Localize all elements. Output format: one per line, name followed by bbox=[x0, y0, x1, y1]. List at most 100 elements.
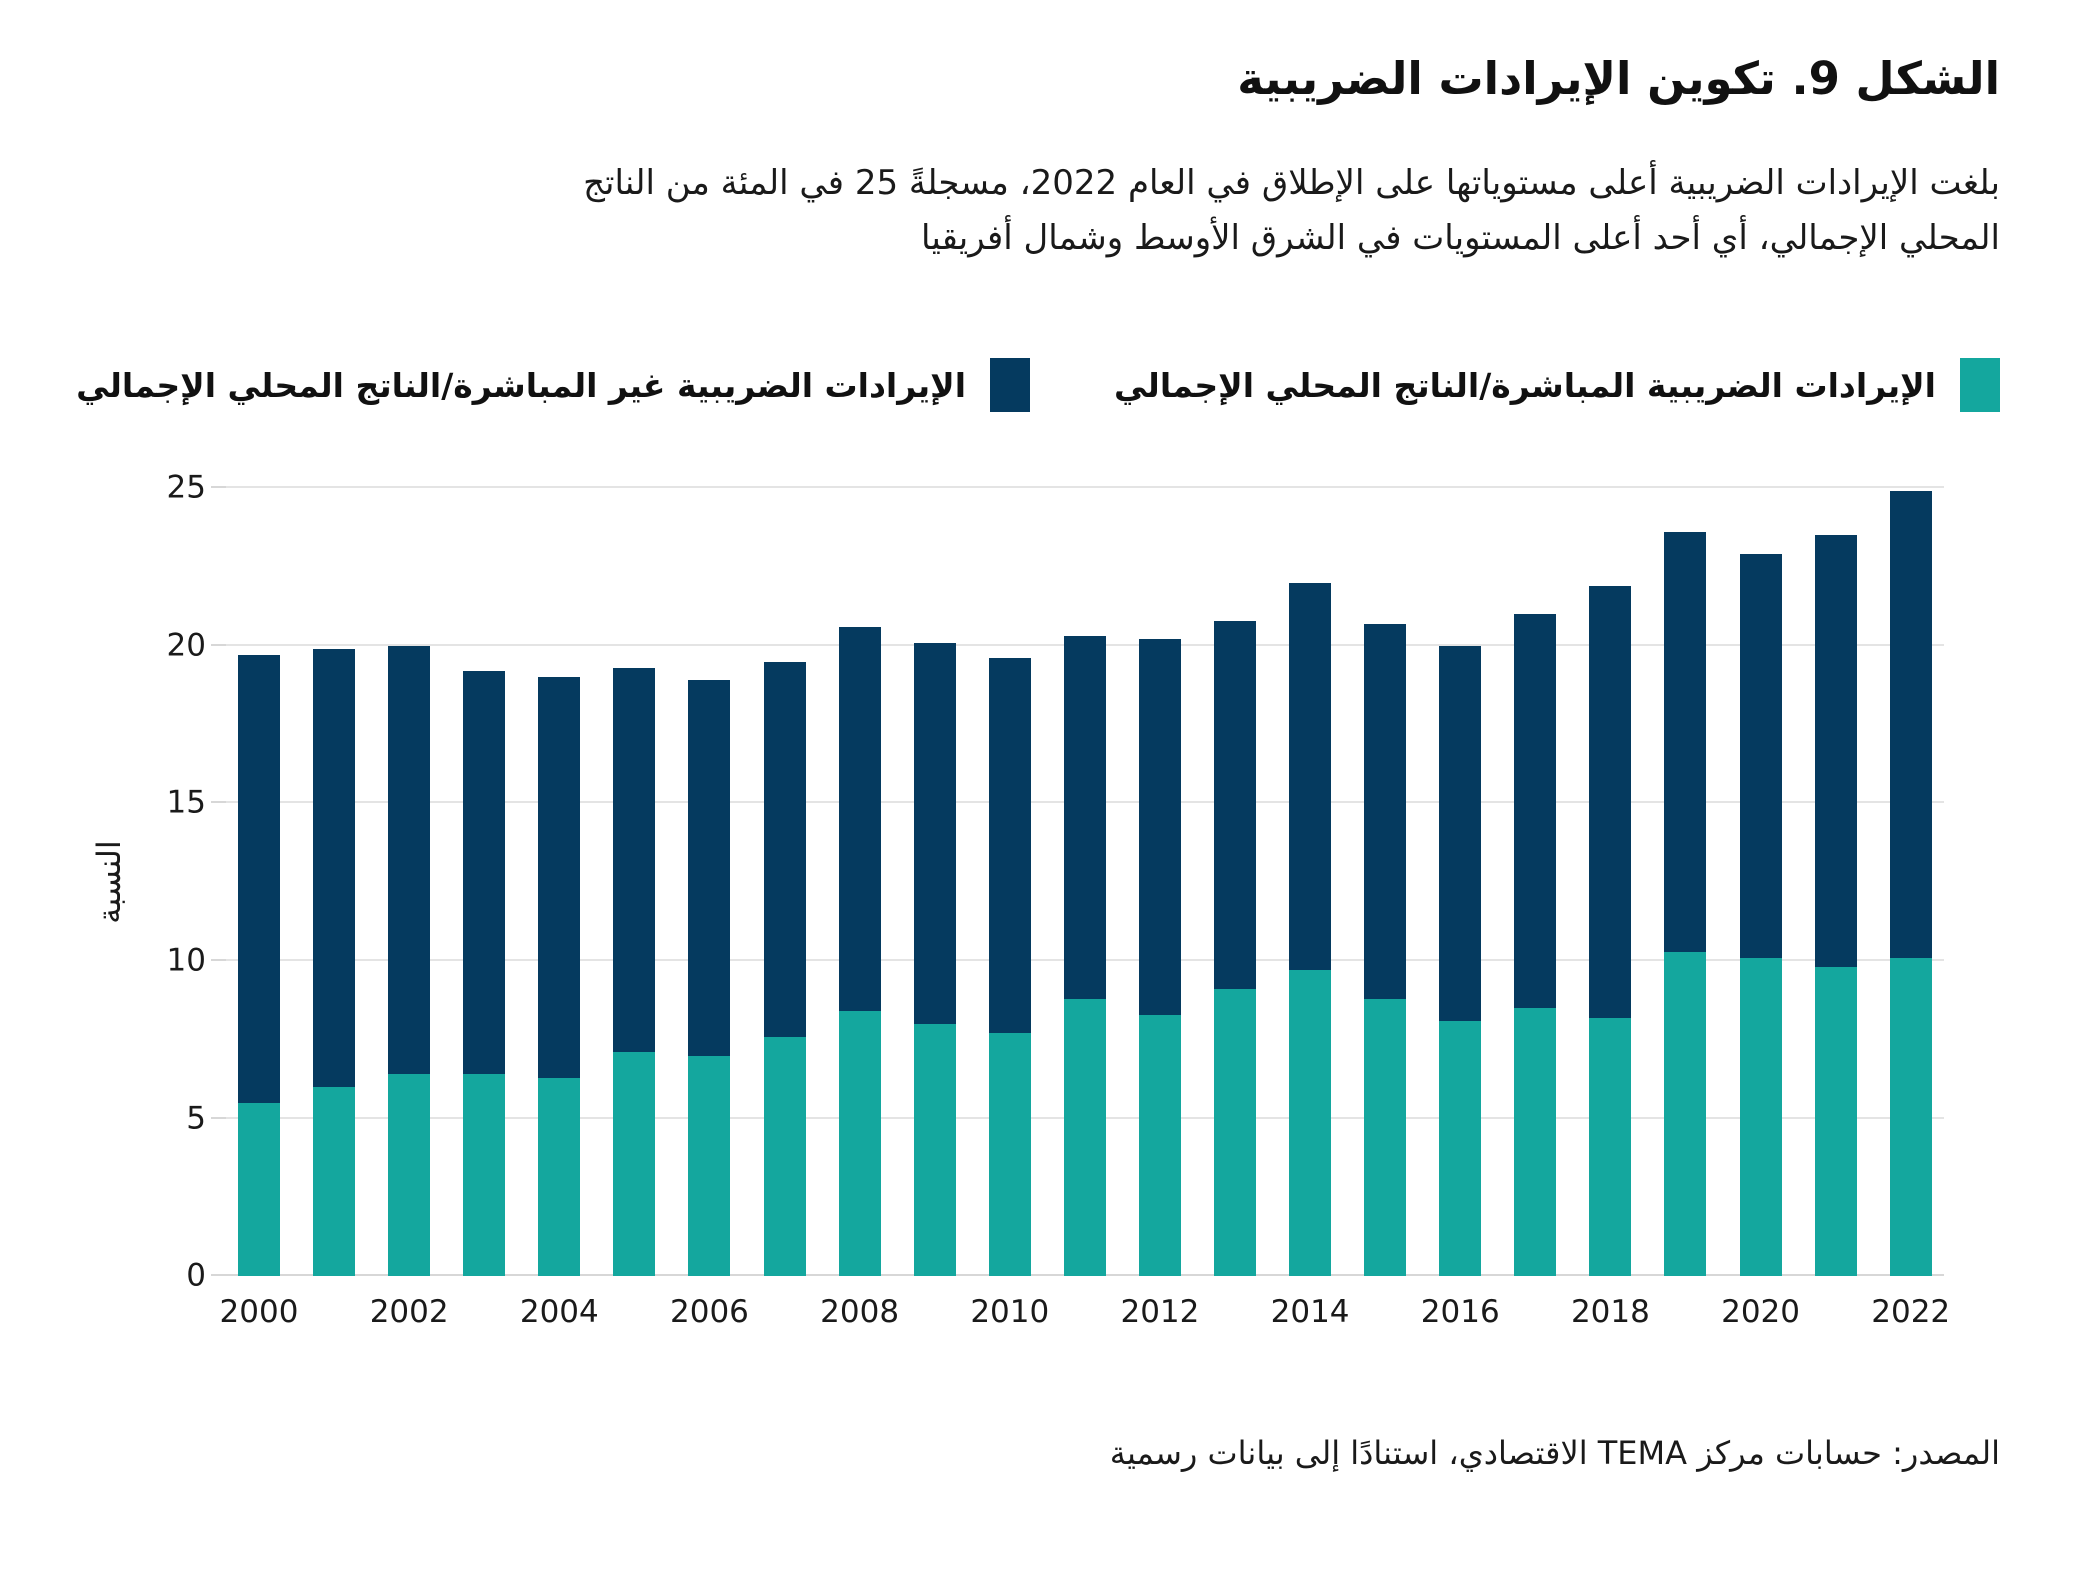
segment-indirect-2002 bbox=[388, 645, 431, 1075]
x-tick-label-2016: 2016 bbox=[1420, 1294, 1500, 1331]
x-tick-label-2000: 2000 bbox=[219, 1294, 299, 1331]
y-axis-title-cell: النسبة bbox=[84, 488, 134, 1276]
segment-indirect-2011 bbox=[1063, 636, 1106, 999]
x-slot-2006: 2006 bbox=[670, 1276, 749, 1348]
y-tick-mark-0 bbox=[211, 1274, 226, 1277]
x-slot-2014: 2014 bbox=[1271, 1276, 1350, 1348]
x-slot-2015 bbox=[1364, 1276, 1406, 1348]
x-slot-2020: 2020 bbox=[1721, 1276, 1800, 1348]
segment-indirect-2017 bbox=[1514, 614, 1557, 1009]
bar-2003 bbox=[463, 488, 506, 1277]
segment-direct-2008 bbox=[838, 1011, 881, 1277]
y-tick-mark-10 bbox=[211, 958, 226, 961]
x-tick-label-2008: 2008 bbox=[820, 1294, 900, 1331]
y-tick-mark-5 bbox=[211, 1116, 226, 1119]
figure-title: الشكل 9. تكوين الإيرادات الضريبية bbox=[1237, 52, 2000, 105]
bar-2015 bbox=[1364, 488, 1407, 1277]
x-tick-label-2022: 2022 bbox=[1871, 1294, 1951, 1331]
x-slot-2022: 2022 bbox=[1871, 1276, 1950, 1348]
y-tick-label-20: 20 bbox=[166, 627, 206, 664]
x-slot-2000: 2000 bbox=[220, 1276, 299, 1348]
bar-2006 bbox=[688, 488, 731, 1277]
x-tick-label-2020: 2020 bbox=[1721, 1294, 1801, 1331]
x-slot-2018: 2018 bbox=[1571, 1276, 1650, 1348]
bar-2005 bbox=[613, 488, 656, 1277]
bar-2002 bbox=[388, 488, 431, 1277]
segment-direct-2002 bbox=[388, 1074, 431, 1277]
legend: الإيرادات الضريبية المباشرة/الناتج المحل… bbox=[76, 358, 2000, 413]
y-tick-mark-15 bbox=[211, 801, 226, 804]
segment-direct-2005 bbox=[613, 1052, 656, 1277]
segment-indirect-2021 bbox=[1814, 535, 1857, 968]
segment-indirect-2003 bbox=[463, 670, 506, 1075]
segment-direct-2018 bbox=[1589, 1017, 1632, 1277]
segment-direct-2010 bbox=[988, 1033, 1031, 1277]
bar-2008 bbox=[838, 488, 881, 1277]
bar-2011 bbox=[1063, 488, 1106, 1277]
segment-direct-2011 bbox=[1063, 998, 1106, 1277]
segment-direct-2007 bbox=[763, 1036, 806, 1277]
x-tick-label-2014: 2014 bbox=[1270, 1294, 1350, 1331]
segment-direct-2014 bbox=[1289, 970, 1332, 1277]
x-tick-label-2002: 2002 bbox=[369, 1294, 449, 1331]
y-tick-label-15: 15 bbox=[166, 784, 206, 821]
bar-2019 bbox=[1664, 488, 1707, 1277]
bar-2004 bbox=[538, 488, 581, 1277]
segment-direct-2012 bbox=[1138, 1014, 1181, 1277]
x-tick-label-2018: 2018 bbox=[1570, 1294, 1650, 1331]
segment-direct-2016 bbox=[1439, 1020, 1482, 1277]
segment-direct-2015 bbox=[1364, 998, 1407, 1277]
segment-indirect-2007 bbox=[763, 661, 806, 1037]
y-tick-mark-25 bbox=[211, 486, 226, 489]
segment-indirect-2012 bbox=[1138, 639, 1181, 1015]
x-slot-2002: 2002 bbox=[370, 1276, 449, 1348]
x-slot-2005 bbox=[613, 1276, 655, 1348]
segment-direct-2009 bbox=[913, 1024, 956, 1277]
segment-indirect-2018 bbox=[1589, 585, 1632, 1018]
x-slot-2007 bbox=[764, 1276, 806, 1348]
bar-2022 bbox=[1889, 488, 1932, 1277]
bars-row bbox=[226, 488, 1944, 1277]
subtitle-line-2: المحلي الإجمالي، أي أحد أعلى المستويات ف… bbox=[920, 218, 2000, 259]
x-slot-2021 bbox=[1815, 1276, 1857, 1348]
x-slot-2011 bbox=[1064, 1276, 1106, 1348]
segment-indirect-2001 bbox=[313, 648, 356, 1088]
segment-indirect-2014 bbox=[1289, 582, 1332, 971]
bar-2014 bbox=[1289, 488, 1332, 1277]
y-axis-labels: 0 5 10 15 20 25 bbox=[134, 472, 226, 1291]
x-slot-2013 bbox=[1214, 1276, 1256, 1348]
x-slot-2003 bbox=[463, 1276, 505, 1348]
x-tick-label-2012: 2012 bbox=[1120, 1294, 1200, 1331]
segment-direct-2003 bbox=[463, 1074, 506, 1277]
segment-indirect-2000 bbox=[238, 655, 280, 1103]
legend-item-indirect: الإيرادات الضريبية غير المباشرة/الناتج ا… bbox=[76, 358, 1031, 413]
y-tick-mark-20 bbox=[211, 643, 226, 646]
bar-2013 bbox=[1214, 488, 1257, 1277]
segment-indirect-2004 bbox=[538, 677, 581, 1078]
segment-indirect-2022 bbox=[1889, 491, 1932, 958]
legend-item-direct: الإيرادات الضريبية المباشرة/الناتج المحل… bbox=[1114, 358, 2000, 413]
x-slot-2019 bbox=[1664, 1276, 1706, 1348]
segment-direct-2000 bbox=[238, 1102, 280, 1277]
x-slot-2009 bbox=[914, 1276, 956, 1348]
subtitle-line-1: بلغت الإيرادات الضريبية أعلى مستوياتها ع… bbox=[583, 163, 2000, 203]
segment-indirect-2019 bbox=[1664, 532, 1707, 952]
x-slot-2010: 2010 bbox=[970, 1276, 1049, 1348]
bar-2007 bbox=[763, 488, 806, 1277]
figure-subtitle: بلغت الإيرادات الضريبية أعلى مستوياتها ع… bbox=[84, 156, 2000, 266]
bar-2021 bbox=[1814, 488, 1857, 1277]
bar-2018 bbox=[1589, 488, 1632, 1277]
segment-indirect-2016 bbox=[1439, 645, 1482, 1021]
bar-2010 bbox=[988, 488, 1031, 1277]
x-tick-label-2010: 2010 bbox=[970, 1294, 1050, 1331]
x-axis: 2000 2002 2004 2006 2008 2010 2012 2014 2016 2018… bbox=[220, 1276, 1951, 1348]
segment-indirect-2006 bbox=[688, 680, 731, 1056]
x-slot-2004: 2004 bbox=[520, 1276, 599, 1348]
y-tick-label-0: 0 bbox=[186, 1257, 206, 1294]
x-slot-2012: 2012 bbox=[1120, 1276, 1199, 1348]
y-tick-label-10: 10 bbox=[166, 942, 206, 979]
segment-direct-2017 bbox=[1514, 1008, 1557, 1277]
bar-2012 bbox=[1138, 488, 1181, 1277]
bar-2000 bbox=[238, 488, 280, 1277]
